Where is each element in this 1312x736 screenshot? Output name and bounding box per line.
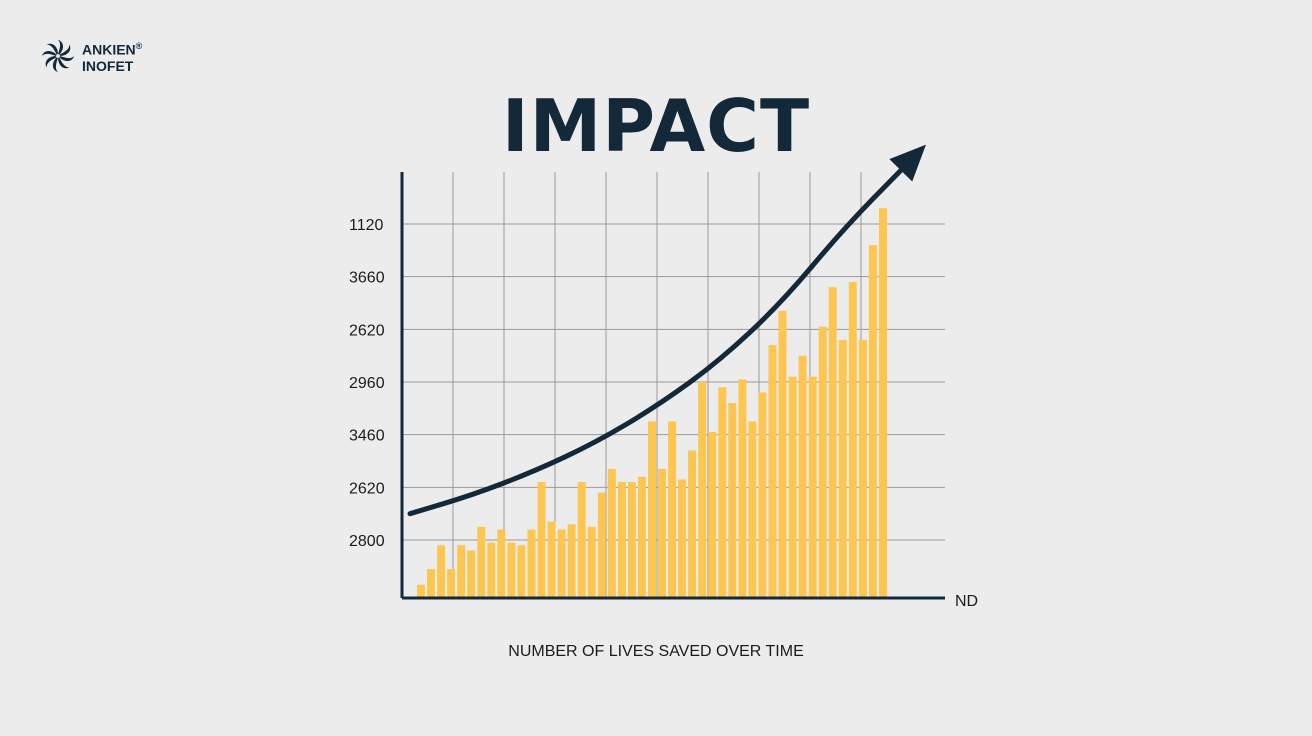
chart-caption: NUMBER OF LIVES SAVED OVER TIME	[508, 643, 804, 660]
bar-8	[497, 529, 506, 598]
y-tick-label-5: 3660	[349, 270, 385, 287]
bar-26	[678, 479, 687, 598]
y-tick-label-3: 2960	[349, 375, 385, 392]
bar-18	[597, 492, 606, 598]
bar-30	[718, 387, 727, 598]
bar-4	[457, 545, 466, 598]
bar-42	[838, 339, 847, 598]
y-tick-label-1: 2620	[349, 480, 385, 497]
y-tick-label-2: 3460	[349, 428, 385, 445]
y-tick-labels: 2800 2620 3460 2960 2620 3660 1120	[349, 217, 385, 550]
y-tick-label-6: 1120	[349, 217, 384, 234]
bar-7	[487, 542, 496, 598]
bar-9	[507, 542, 516, 598]
bar-0	[417, 584, 425, 598]
bar-3	[447, 569, 456, 598]
trend-arrow	[407, 144, 926, 517]
bar-38	[798, 355, 807, 598]
bar-43	[848, 281, 857, 598]
bar-23	[648, 421, 656, 598]
y-tick-label-0: 2800	[349, 533, 385, 550]
bar-16	[577, 482, 586, 598]
bar-21	[627, 482, 636, 598]
bar-34	[758, 392, 767, 598]
registered-mark: ®	[135, 41, 143, 52]
bar-1	[427, 569, 435, 598]
bar-22	[637, 476, 646, 598]
bar-45	[868, 245, 877, 598]
bar-25	[668, 421, 677, 598]
trend-arrow-head	[889, 144, 926, 182]
bar-12	[537, 482, 546, 598]
bar-17	[587, 526, 596, 598]
bar-11	[527, 529, 536, 598]
brand-name-line2: INOFET	[82, 57, 134, 74]
trend-line	[407, 163, 908, 517]
bar-27	[688, 450, 697, 598]
bar-24	[658, 468, 666, 598]
bar-32	[738, 379, 747, 598]
bar-33	[748, 421, 757, 598]
brand-name-line1: ANKIEN®	[82, 41, 143, 58]
bar-28	[698, 382, 707, 598]
bar-35	[768, 345, 777, 598]
bar-5	[467, 550, 476, 598]
bar-13	[547, 521, 556, 598]
bar-44	[858, 339, 867, 598]
bar-39	[808, 376, 817, 598]
bar-31	[728, 403, 737, 598]
bar-14	[557, 529, 566, 598]
pinwheel-icon	[41, 39, 75, 73]
bar-15	[567, 524, 576, 598]
bar-19	[607, 468, 616, 598]
bar-46	[879, 208, 887, 598]
bar-40	[818, 326, 827, 598]
bar-29	[708, 432, 717, 598]
axes	[400, 172, 945, 600]
bar-6	[477, 526, 486, 598]
bar-2	[437, 545, 446, 598]
bar-37	[788, 376, 797, 598]
bar-10	[517, 545, 526, 598]
y-tick-label-4: 2620	[349, 322, 385, 339]
bar-41	[828, 287, 837, 598]
brand-logo: ANKIEN® INOFET	[40, 36, 142, 76]
bar-20	[617, 482, 626, 598]
bar-36	[778, 310, 787, 598]
x-axis-label: ND	[955, 593, 978, 610]
chart-title: IMPACT	[501, 84, 811, 168]
bar-series	[417, 208, 887, 598]
